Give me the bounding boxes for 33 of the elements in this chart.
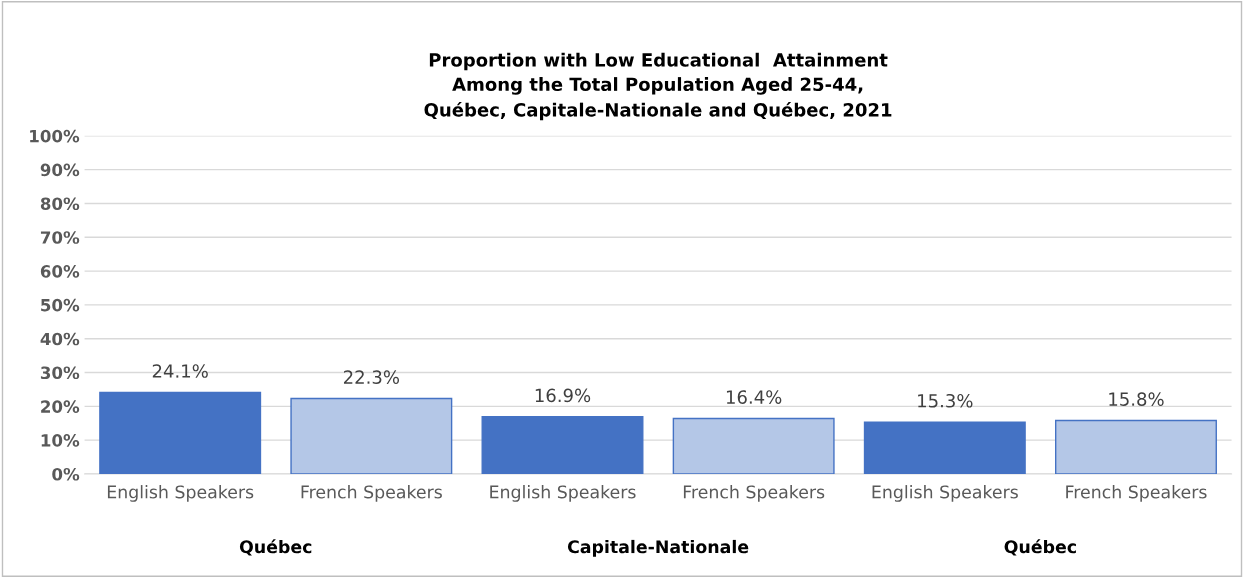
x-tick-label: English Speakers [490,485,636,502]
y-tick-label: 20% [41,400,80,413]
bar [290,397,453,474]
x-tick-label: English Speakers [872,485,1018,502]
data-label: 15.8% [1109,392,1164,406]
y-tick-label: 10% [41,434,80,447]
y-tick-label: 70% [40,231,80,244]
chart-title: Proportion with Low Educational Attainment Among the Total Population Aged 25-44, Québec, Capitale-Nationale and Québec, 2021 [424,52,892,121]
x-tick-label: English Speakers [107,485,254,502]
y-tick-label: 90% [40,163,80,177]
text: Québec [1004,539,1076,556]
data-label: 16.9% [535,388,591,403]
x-tick-label: French Speakers [1066,485,1207,502]
x-tick-label: French Speakers [301,485,442,502]
y-tick-label: 0% [52,467,80,481]
y-tick-label: 100% [30,129,80,143]
bar [863,421,1026,474]
text: Capitale-Nationale [567,539,749,557]
bar [99,391,262,474]
bar [672,417,835,474]
bar [481,416,644,474]
y-tick-label: 30% [40,366,80,380]
data-label: 16.4% [726,390,782,404]
data-label: 15.3% [918,393,973,408]
data-label: 24.1% [152,364,208,378]
x-tick-label: French Speakers [683,485,825,502]
text: Québec [239,539,312,556]
y-tick-label: 50% [41,298,80,312]
y-tick-label: 40% [40,332,80,346]
y-tick-label: 80% [40,197,80,211]
data-label: 22.3% [343,370,400,384]
y-tick-label: 60% [40,265,80,278]
bar [1054,419,1217,474]
